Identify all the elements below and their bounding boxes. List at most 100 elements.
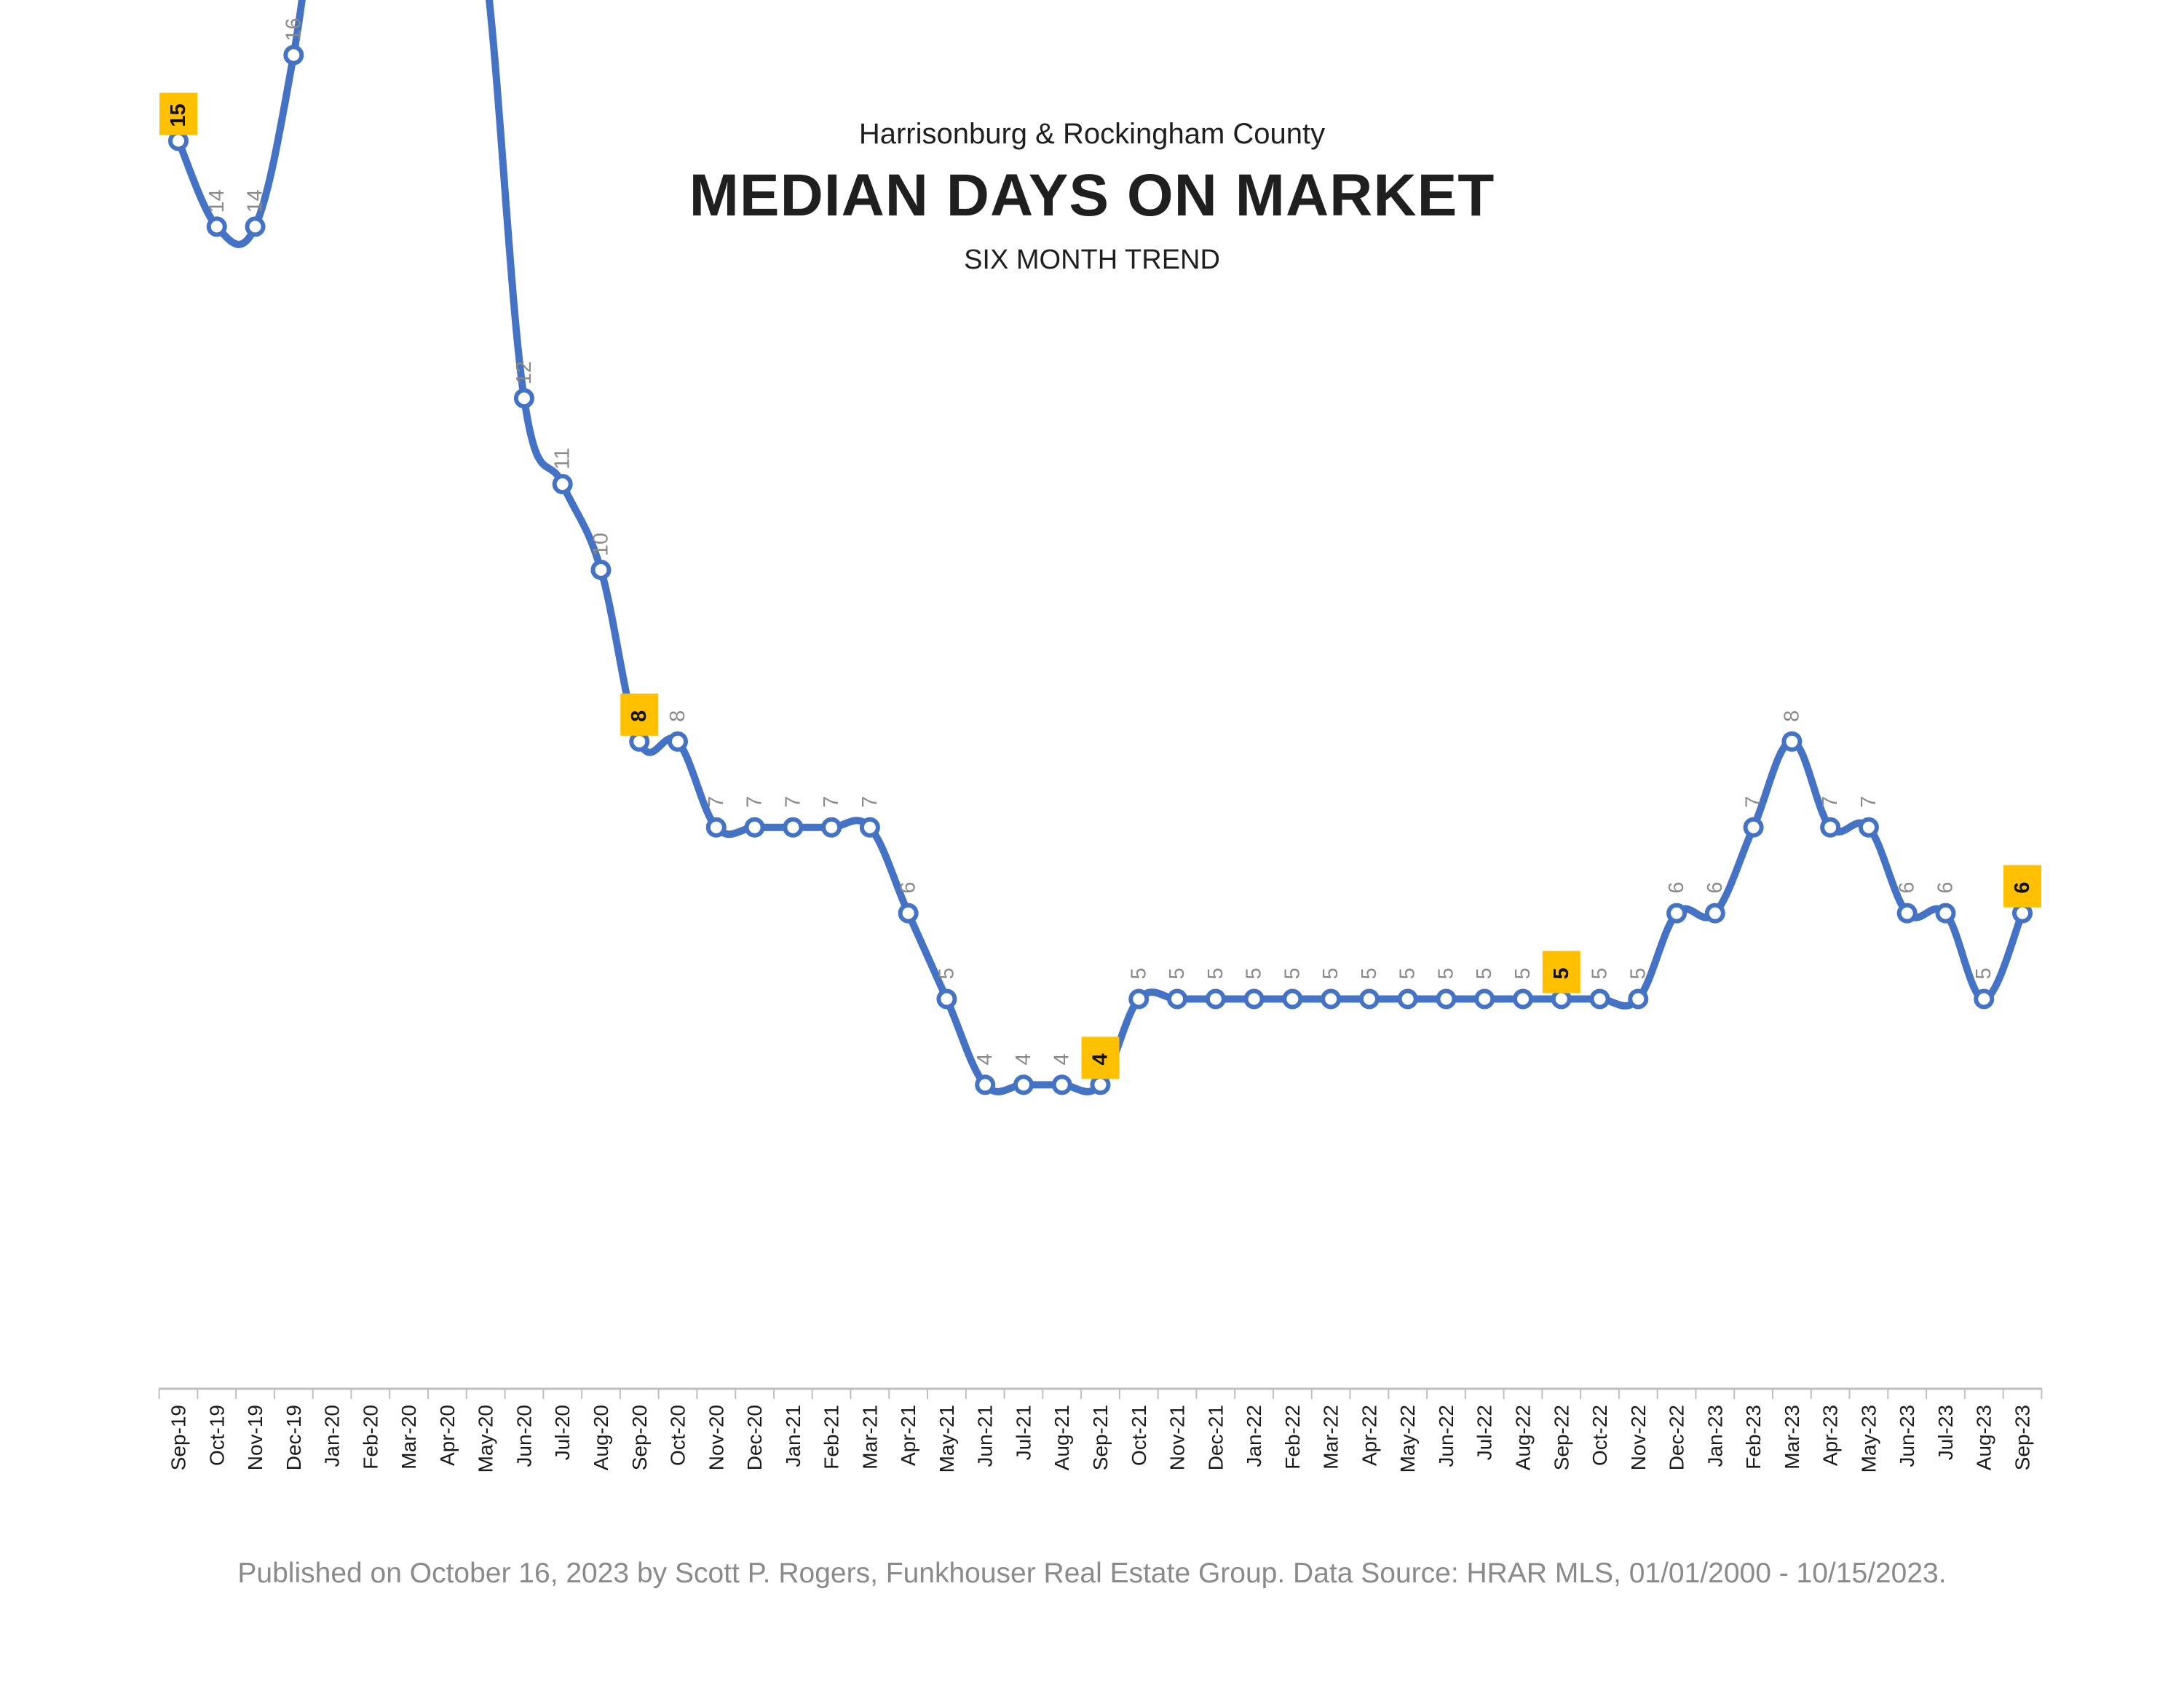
data-label: 5 [1319, 967, 1342, 979]
x-tick-label: Nov-19 [244, 1405, 266, 1470]
data-label: 5 [1396, 967, 1420, 979]
data-point [629, 731, 650, 752]
x-tick-label: Dec-20 [743, 1405, 766, 1470]
series-line [175, 0, 2026, 1095]
data-label: 7 [705, 796, 728, 808]
x-tick-label: Sep-19 [167, 1405, 190, 1470]
data-label: 5 [1972, 967, 1995, 979]
data-point [1282, 988, 1303, 1010]
x-tick-label: Aug-21 [1051, 1405, 1073, 1470]
x-tick-label: Jun-23 [1896, 1405, 1918, 1467]
data-point [1781, 731, 1803, 752]
data-label: 5 [1166, 967, 1189, 979]
data-label: 5 [1281, 967, 1304, 979]
data-label: 14 [244, 189, 267, 213]
x-tick-label: Jun-22 [1435, 1405, 1457, 1467]
x-tick-label: Apr-23 [1819, 1405, 1842, 1466]
x-tick-label: Nov-22 [1627, 1405, 1650, 1470]
highlight-label-box [2003, 865, 2041, 908]
x-tick-label: Sep-23 [2011, 1405, 2034, 1470]
data-point [1666, 903, 1688, 924]
x-tick-label: Mar-23 [1781, 1405, 1803, 1470]
x-tick-label: May-20 [475, 1405, 497, 1472]
data-label: 12 [513, 361, 536, 384]
data-point [1013, 1074, 1034, 1095]
x-tick-label: Sep-20 [628, 1405, 651, 1470]
x-tick-label: Jan-23 [1704, 1405, 1726, 1467]
data-label: 7 [781, 796, 804, 808]
data-point [168, 130, 189, 151]
data-point [1589, 988, 1610, 1010]
x-tick-label: Feb-22 [1281, 1405, 1304, 1470]
x-tick-label: Sep-21 [1089, 1405, 1112, 1470]
data-point [1128, 988, 1150, 1010]
x-tick-label: Jun-21 [974, 1405, 997, 1467]
data-label: 15 [167, 103, 190, 127]
x-tick-label: Jan-21 [782, 1405, 804, 1467]
data-label: 5 [1550, 967, 1573, 979]
x-tick-label: Mar-21 [858, 1405, 881, 1470]
data-label: 6 [897, 882, 920, 894]
x-tick-label: Oct-22 [1588, 1405, 1611, 1466]
data-label: 6 [1704, 882, 1727, 894]
data-label: 7 [1819, 796, 1842, 808]
x-tick-label: Dec-21 [1204, 1405, 1227, 1470]
data-point [936, 988, 957, 1010]
data-label: 8 [1780, 710, 1803, 722]
data-label: 5 [1511, 967, 1535, 979]
x-axis [158, 1387, 2043, 1399]
x-tick-label: Jan-22 [1243, 1405, 1265, 1467]
x-tick-label: Aug-23 [1973, 1405, 1995, 1470]
data-label: 16 [282, 17, 305, 41]
data-point [1743, 817, 1764, 838]
data-label: 7 [1742, 796, 1765, 808]
data-point [1704, 903, 1725, 924]
data-labels: 1514141619192119171211108877777654444555… [159, 17, 2041, 1079]
data-label: 6 [1896, 882, 1919, 894]
x-tick-label: Mar-22 [1320, 1405, 1342, 1470]
data-label: 7 [743, 796, 767, 808]
data-point [1628, 988, 1649, 1010]
data-point [1974, 988, 1995, 1010]
data-point [1397, 988, 1418, 1010]
data-point [1358, 988, 1380, 1010]
data-label: 4 [1089, 1053, 1112, 1065]
data-point [821, 817, 842, 838]
data-label: 5 [1434, 967, 1457, 979]
data-label: 6 [1665, 882, 1688, 894]
data-point [1051, 1074, 1072, 1095]
x-tick-label: Apr-20 [436, 1405, 459, 1466]
x-tick-label: Apr-22 [1358, 1405, 1380, 1466]
data-label: 11 [551, 448, 574, 469]
x-tick-label: Dec-22 [1666, 1405, 1688, 1470]
data-label: 5 [1626, 967, 1650, 979]
highlight-label-box [159, 92, 197, 135]
data-label: 4 [1012, 1053, 1035, 1065]
data-label: 7 [1857, 796, 1880, 808]
x-tick-label: Aug-20 [590, 1405, 612, 1470]
series-line-path [175, 0, 2026, 1095]
data-label: 5 [1204, 967, 1227, 979]
x-tick-label: Feb-21 [820, 1405, 843, 1470]
data-point [1205, 988, 1226, 1010]
data-point [1321, 988, 1342, 1010]
data-point [513, 388, 534, 409]
x-tick-label: Jan-20 [321, 1405, 344, 1467]
highlight-label-box [620, 693, 659, 736]
x-tick-label: Jul-23 [1934, 1405, 1957, 1460]
x-tick-labels: Sep-19 Oct-19 Nov-19 Dec-19 Jan-20 Feb-20 Mar-… [167, 1405, 2034, 1472]
data-label: 14 [205, 189, 229, 213]
data-label: 6 [1934, 882, 1957, 894]
data-point [1896, 903, 1918, 924]
chart-title: MEDIAN DAYS ON MARKET [689, 162, 1495, 229]
data-label: 5 [1243, 967, 1266, 979]
x-tick-label: Feb-23 [1742, 1405, 1765, 1470]
x-tick-label: Jul-21 [1012, 1405, 1034, 1460]
data-point [283, 44, 304, 66]
x-tick-label: May-22 [1396, 1405, 1419, 1472]
data-label: 5 [1358, 967, 1381, 979]
data-point [1512, 988, 1533, 1010]
data-label: 8 [666, 710, 689, 722]
data-point [668, 731, 689, 752]
data-label: 4 [973, 1053, 997, 1065]
